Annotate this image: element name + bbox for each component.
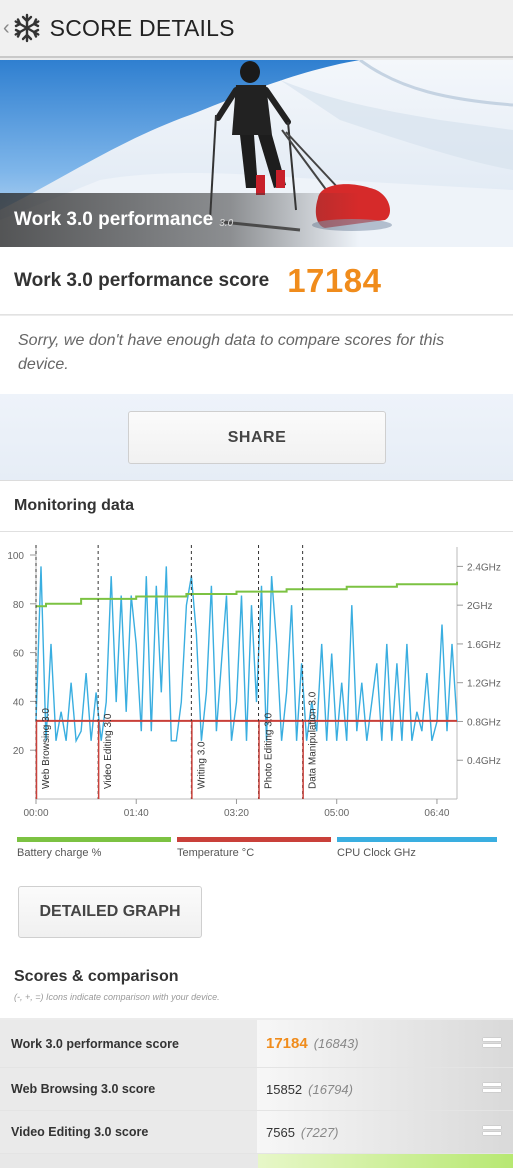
row-label: Work 3.0 performance score: [0, 1020, 257, 1067]
series-line-0: [36, 581, 458, 608]
share-area: SHARE: [0, 394, 513, 480]
table-row[interactable]: Work 3.0 performance score 17184 (16843): [0, 1020, 513, 1068]
equals-icon: [483, 1126, 501, 1138]
y-left-tick-label: 80: [13, 600, 25, 611]
series-line-2: [35, 566, 458, 744]
legend-battery-label: Battery charge %: [17, 847, 102, 859]
section-marker-label: Web Browsing 3.0: [41, 708, 52, 789]
row-value-cell: 7565 (7227): [257, 1111, 513, 1153]
x-tick-label: 05:00: [324, 808, 349, 819]
y-right-tick-label: 0.4GHz: [467, 756, 501, 767]
chart-legend: Battery charge % Temperature °C CPU Cloc…: [17, 837, 497, 859]
hero-version: 3.0: [219, 217, 234, 229]
scores-title: Scores & comparison: [14, 968, 179, 985]
score-value: 17184: [287, 261, 382, 299]
y-left-tick-label: 100: [7, 551, 24, 562]
x-tick-label: 06:40: [424, 808, 449, 819]
legend-battery: Battery charge %: [17, 837, 171, 859]
row-value-cell: 15852 (16794): [257, 1068, 513, 1110]
row-label: Web Browsing 3.0 score: [0, 1068, 257, 1110]
row-compare: (16843): [313, 1036, 359, 1051]
y-right-tick-label: 1.2GHz: [467, 679, 501, 690]
row-value-cell: 17184 (16843): [257, 1020, 513, 1067]
row-value: 17184: [266, 1035, 308, 1052]
section-marker-label: Photo Editing 3.0: [264, 712, 275, 789]
y-left-tick-label: 40: [13, 697, 25, 708]
y-left-tick-label: 20: [13, 746, 25, 757]
section-marker-label: Writing 3.0: [196, 741, 207, 789]
scores-table: Work 3.0 performance score 17184 (16843)…: [0, 1020, 513, 1154]
x-tick-label: 01:40: [124, 808, 149, 819]
y-right-tick-label: 2GHz: [467, 601, 493, 612]
monitoring-chart-svg: 20 40 60 80 100 0.4GHz 0.8GHz 1.2GHz 1.6GHz 2GHz 2…: [7, 545, 501, 819]
table-row[interactable]: Web Browsing 3.0 score 15852 (16794): [0, 1068, 513, 1111]
x-tick-label: 00:00: [23, 808, 48, 819]
row-compare: (16794): [308, 1081, 353, 1097]
chevron-left-icon[interactable]: ‹: [3, 17, 10, 39]
score-card: Work 3.0 performance score 17184: [0, 247, 513, 315]
legend-temperature-swatch: [177, 837, 331, 842]
table-row-partial: [0, 1154, 513, 1168]
equals-icon: [483, 1037, 501, 1050]
section-marker-label: Data Manipulation 3.0: [308, 691, 319, 789]
hero-image: [0, 60, 513, 247]
section-marker-label: Video Editing 3.0: [103, 713, 114, 789]
score-label: Work 3.0 performance score: [14, 269, 270, 291]
row-label: Video Editing 3.0 score: [0, 1111, 257, 1153]
x-tick-label: 03:20: [224, 808, 249, 819]
row-value: 7565: [266, 1124, 295, 1140]
monitoring-chart[interactable]: 20 40 60 80 100 0.4GHz 0.8GHz 1.2GHz 1.6GHz 2GHz 2…: [0, 541, 513, 821]
legend-temperature-label: Temperature °C: [177, 847, 255, 859]
row-value-cell: [258, 1154, 513, 1168]
row-compare: (7227): [300, 1124, 339, 1140]
y-right-tick-label: 2.4GHz: [467, 562, 501, 573]
equals-icon: [483, 1083, 501, 1095]
hero-banner: Work 3.0 performance 3.0: [0, 60, 513, 247]
monitoring-header: Monitoring data: [0, 481, 513, 532]
snowflake-icon: [14, 13, 40, 43]
share-button[interactable]: SHARE: [128, 411, 386, 464]
monitoring-card: Monitoring data 20 40 60 80 100 0.4GHz 0.8GHz 1…: [0, 480, 513, 1018]
legend-cpu-swatch: [337, 837, 497, 842]
y-right-tick-label: 0.8GHz: [467, 717, 501, 728]
app-header: ‹ SCORE DETAILS: [0, 0, 513, 58]
table-row[interactable]: Video Editing 3.0 score 7565 (7227): [0, 1111, 513, 1154]
legend-cpu: CPU Clock GHz: [337, 837, 497, 859]
legend-temperature: Temperature °C: [177, 837, 331, 859]
monitoring-title: Monitoring data: [14, 497, 134, 514]
y-left-tick-label: 60: [13, 649, 25, 660]
hero-title-band: Work 3.0 performance 3.0: [0, 193, 513, 247]
detailed-graph-button[interactable]: DETAILED GRAPH: [18, 886, 202, 938]
legend-cpu-label: CPU Clock GHz: [337, 847, 416, 859]
hero-title: Work 3.0 performance: [14, 209, 214, 230]
legend-battery-swatch: [17, 837, 171, 842]
row-value: 15852: [266, 1081, 303, 1097]
scores-subtitle: (-, +, =) Icons indicate comparison with…: [14, 992, 220, 1002]
page-title: SCORE DETAILS: [49, 14, 235, 41]
y-right-tick-label: 1.6GHz: [467, 640, 501, 651]
comparison-note: Sorry, we don't have enough data to comp…: [0, 316, 513, 394]
